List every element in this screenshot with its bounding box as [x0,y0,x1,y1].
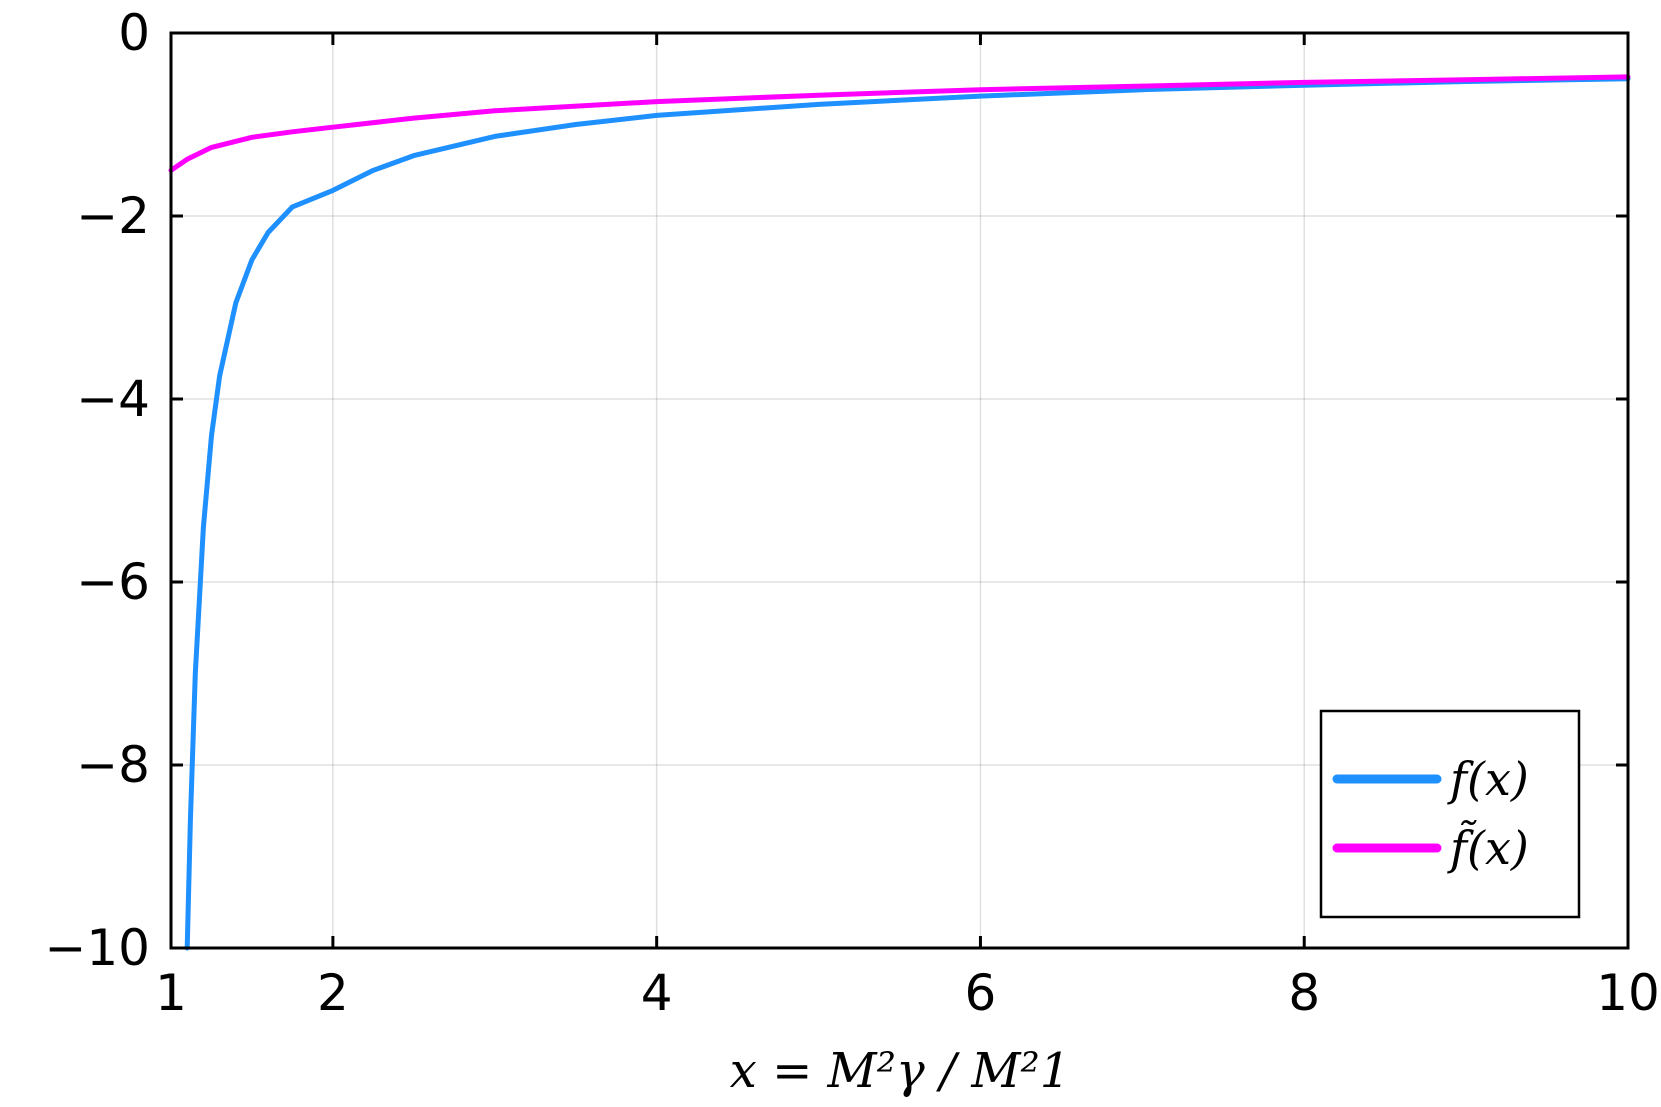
legend-box [1319,709,1581,919]
y-tick-label: −6 [76,553,150,611]
x-tick-label: 6 [965,964,997,1022]
y-tick-label: 0 [118,4,150,62]
series-line-f-tilde [168,74,1631,173]
legend: f(x) f̃(x) [1319,709,1581,919]
x-tick-label: 2 [317,964,349,1022]
series-line-f [184,76,1631,951]
y-tick-label: −2 [76,187,150,245]
axis-ticks [169,31,1630,950]
x-axis-title: x = M²γ / M²1 [730,1043,1071,1099]
grid [171,33,1628,948]
x-tick-label: 1 [155,964,187,1022]
x-tick-label: 4 [641,964,673,1022]
plot-frame [169,31,1630,950]
y-tick-label: −4 [76,370,150,428]
legend-label-f: f(x) [1447,752,1529,806]
y-tick-label: −10 [44,919,150,977]
curves [168,74,1631,951]
tick-labels: 1 2 4 6 8 10 0 −2 −4 −6 −8 −10 [44,4,1659,1022]
x-tick-label: 8 [1288,964,1320,1022]
x-tick-label: 10 [1596,964,1660,1022]
y-tick-label: −8 [76,736,150,794]
legend-label-f-tilde: f̃(x) [1447,819,1529,875]
